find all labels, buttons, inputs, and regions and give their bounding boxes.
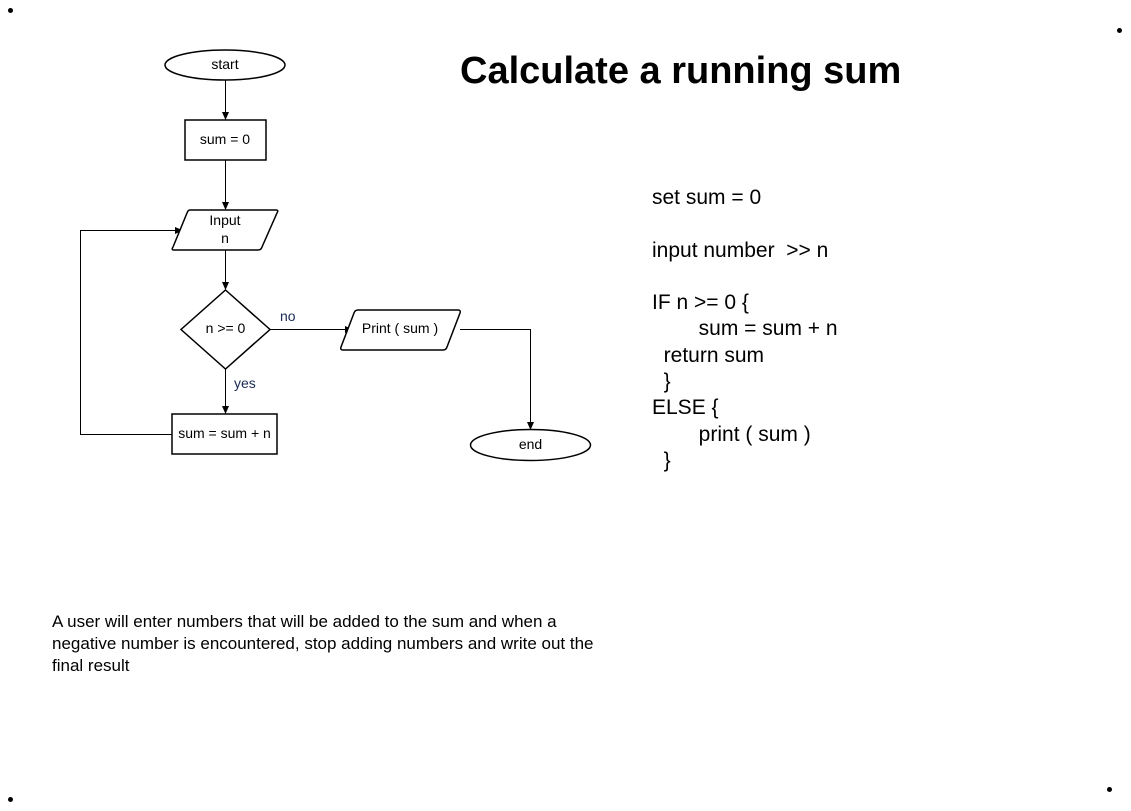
start-label: start	[211, 56, 238, 72]
decision-label: n >= 0	[206, 320, 246, 336]
corner-dot-bottom-right	[1107, 787, 1112, 792]
no-branch-label: no	[280, 308, 296, 324]
flowchart: start sum = 0 Input n n >= 0 no yes Prin…	[80, 49, 592, 462]
corner-dot-top-left	[8, 8, 13, 13]
print-node: Print ( sum )	[340, 309, 461, 351]
start-node: start	[164, 49, 286, 81]
accumulate-label: sum = sum + n	[178, 425, 271, 441]
arrow-loop-back	[80, 227, 183, 435]
print-label: Print ( sum )	[362, 320, 438, 336]
init-process-node: sum = 0	[184, 119, 267, 161]
pseudocode-line: IF n >= 0 {	[652, 291, 749, 315]
pseudocode-line	[652, 211, 838, 237]
init-label: sum = 0	[200, 131, 250, 147]
corner-dot-top-right	[1117, 28, 1122, 33]
pseudocode-line	[652, 264, 838, 290]
end-label: end	[519, 436, 542, 452]
input-label-line1: Input	[209, 212, 240, 228]
pseudocode-line: }	[652, 448, 671, 472]
pseudocode-line: input number >> n	[652, 238, 829, 262]
page-title: Calculate a running sum	[460, 50, 902, 92]
pseudocode-line: return sum	[652, 343, 765, 367]
description-text: A user will enter numbers that will be a…	[52, 612, 594, 675]
connectors	[80, 80, 534, 435]
yes-branch-label: yes	[234, 375, 256, 391]
accumulate-process-node: sum = sum + n	[171, 413, 278, 455]
corner-dot-bottom-left	[8, 797, 13, 802]
pseudocode-line: set sum = 0	[652, 186, 762, 209]
input-node: Input n	[171, 209, 279, 251]
pseudocode-line: ELSE {	[652, 396, 719, 420]
input-label-line2: n	[221, 230, 229, 246]
arrow-print-to-end	[460, 329, 534, 430]
decision-node: n >= 0	[179, 288, 272, 371]
end-node: end	[469, 428, 592, 462]
pseudocode-line: print ( sum )	[652, 422, 811, 446]
pseudocode-block: set sum = 0 input number >> n IF n >= 0 …	[652, 185, 838, 474]
pseudocode-line: sum = sum + n	[652, 317, 838, 341]
pseudocode-line: }	[652, 370, 671, 394]
